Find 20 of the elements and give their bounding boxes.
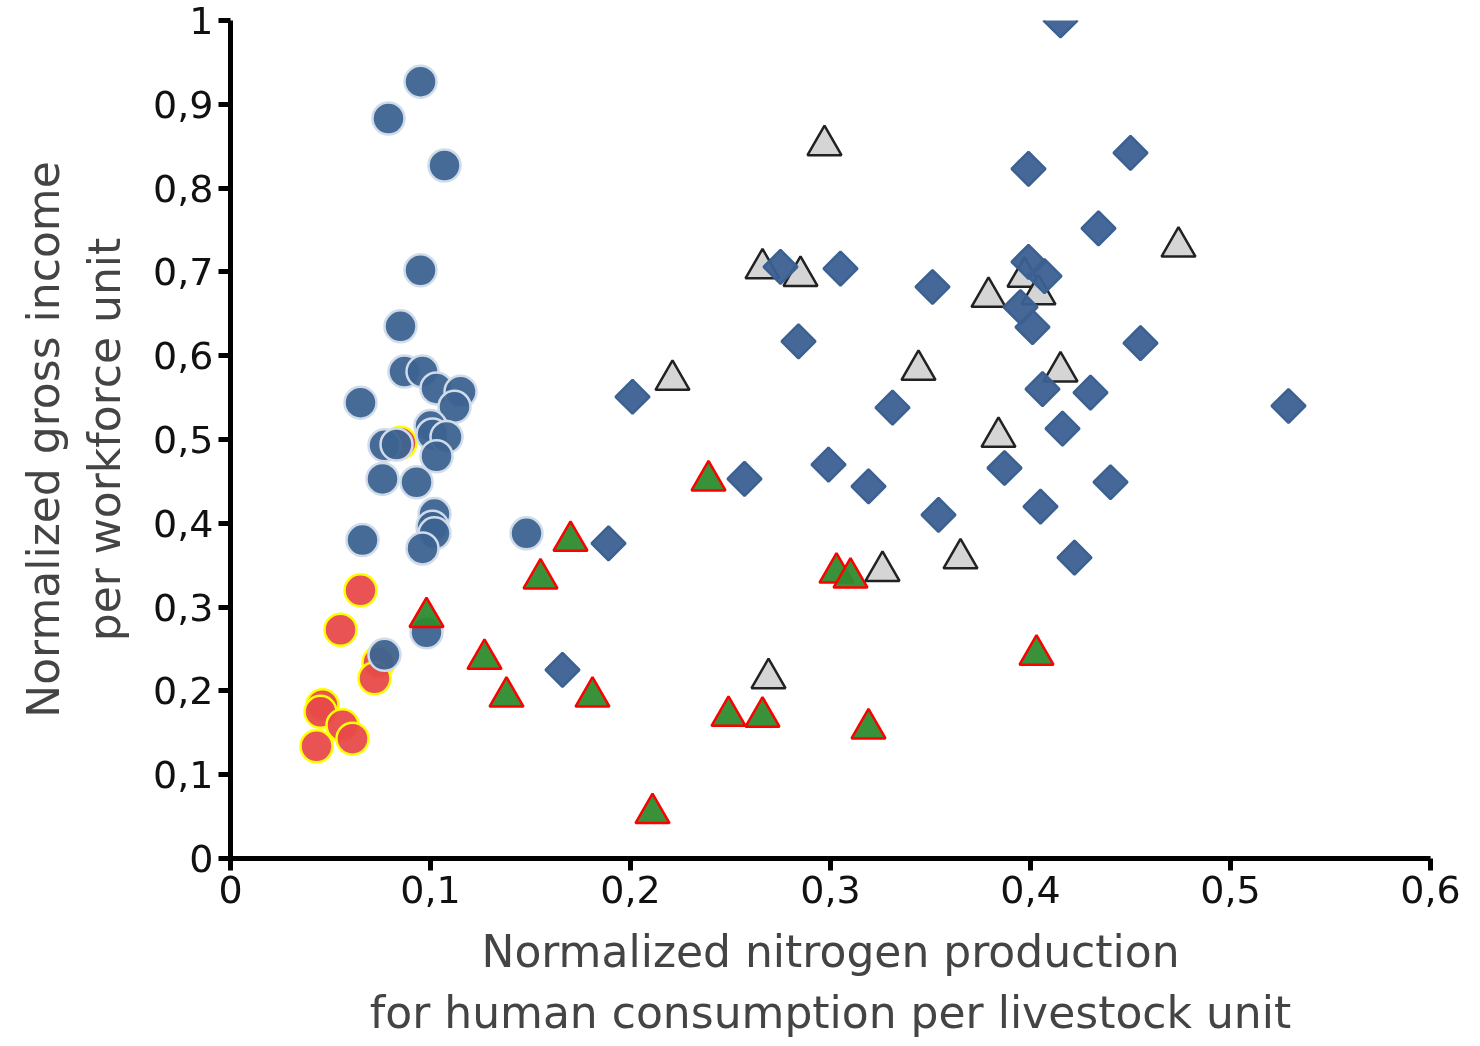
x-tick-label: 0,1 xyxy=(400,867,461,912)
x-axis-title: Normalized nitrogen production for human consumption per livestock unit xyxy=(369,925,1292,1038)
y-tick-label: 0,6 xyxy=(153,334,214,379)
y-axis-title: Normalized gross income per workforce unit xyxy=(17,161,131,718)
y-tick-label: 0,2 xyxy=(153,669,214,714)
x-tick-label: 0,2 xyxy=(600,867,661,912)
x-tick-label: 0 xyxy=(218,867,243,912)
y-tick-label: 0,4 xyxy=(153,501,214,546)
y-tick-label: 1 xyxy=(189,0,214,43)
y-tick-label: 0,1 xyxy=(153,753,214,798)
y-tick-label: 0,5 xyxy=(153,418,214,462)
x-tick-label: 0,6 xyxy=(1400,867,1461,912)
y-tick-label: 0,3 xyxy=(153,585,214,630)
y-tick-label: 0,8 xyxy=(153,166,214,211)
x-tick-label: 0,3 xyxy=(800,867,861,912)
x-tick-label: 0,5 xyxy=(1200,867,1261,912)
y-tick-label: 0,9 xyxy=(153,82,214,127)
y-tick-label: 0 xyxy=(189,837,214,881)
y-tick-label: 0,7 xyxy=(153,250,214,295)
x-tick-label: 0,4 xyxy=(1000,867,1061,912)
